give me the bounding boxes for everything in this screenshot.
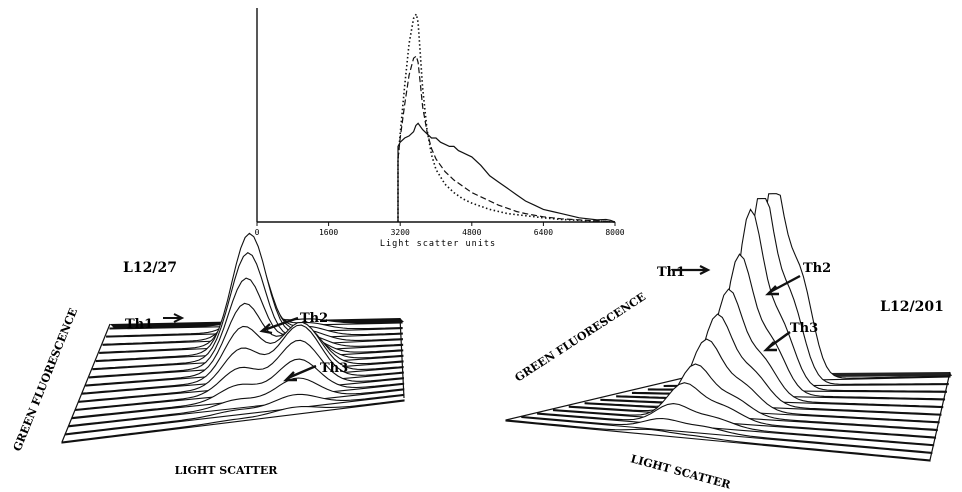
ridge-line (600, 313, 942, 416)
ridge-line (71, 358, 405, 420)
ridge-line (521, 415, 933, 455)
arrow-th3-right (763, 331, 791, 352)
arrow-th2-right (765, 274, 801, 296)
arrow-th2-left (259, 316, 299, 335)
arrow-th3-left (283, 364, 317, 382)
ridge-line (552, 382, 937, 439)
plane-right-edge (399, 317, 405, 399)
x-axis-label: Light scatter units (380, 239, 496, 249)
ridge-line (75, 339, 404, 412)
plane-left-edge (61, 323, 111, 443)
x-ticks: 0 1600 3200 4800 6400 8000 (255, 222, 625, 237)
label-th1-left: Th1 (125, 317, 153, 332)
label-th1-right: Th1 (657, 265, 685, 280)
y-axis-label-left: GREEN FLUORESCENCE (11, 306, 80, 453)
plane-left-edge-right (505, 373, 701, 421)
x-tick-label: 0 (255, 228, 260, 237)
ridge-group (61, 232, 405, 444)
x-tick-label: 6400 (534, 228, 553, 237)
x-tick-label: 3200 (391, 228, 410, 237)
arrow-th1-right (672, 265, 711, 275)
label-th3-right: Th3 (790, 321, 818, 336)
ridge-line (568, 363, 938, 432)
ridge-plot-left: L12/27 Th1 Th2 Th3 GREEN FLUORESCENCE LI… (11, 232, 405, 477)
series-group (397, 12, 616, 223)
series-line-dashed (397, 55, 616, 223)
ridge-line (78, 324, 404, 403)
label-th3-left: Th3 (320, 361, 348, 376)
sample-label-right: L12/201 (880, 299, 944, 315)
x-axis-label-right: LIGHT SCATTER (629, 452, 733, 491)
label-th2-right: Th2 (803, 261, 831, 276)
ridge-line (68, 377, 405, 428)
label-th2-left: Th2 (300, 311, 328, 326)
x-axis-label-left: LIGHT SCATTER (175, 464, 279, 477)
series-line-solid (397, 122, 616, 223)
arrow-th1-left (163, 313, 185, 323)
x-tick-label: 4800 (462, 228, 481, 237)
x-tick-label: 8000 (605, 228, 624, 237)
histogram-chart: 0 1600 3200 4800 6400 8000 Light scatter unit… (255, 8, 625, 249)
series-line-dotted (397, 12, 616, 223)
y-axis-label-right: GREEN FLUORESCENCE (513, 290, 648, 384)
x-tick-label: 1600 (319, 228, 338, 237)
ridge-line (537, 403, 935, 447)
ridge-line (505, 419, 931, 462)
sample-label-left: L12/27 (123, 260, 177, 276)
ridge-plot-right: L12/201 Th1 Th2 Th3 GREEN FLUORESCENCE L… (505, 193, 952, 492)
ridge-line (64, 393, 405, 436)
ridge-line (61, 399, 405, 444)
ridge-group-right (505, 193, 951, 462)
